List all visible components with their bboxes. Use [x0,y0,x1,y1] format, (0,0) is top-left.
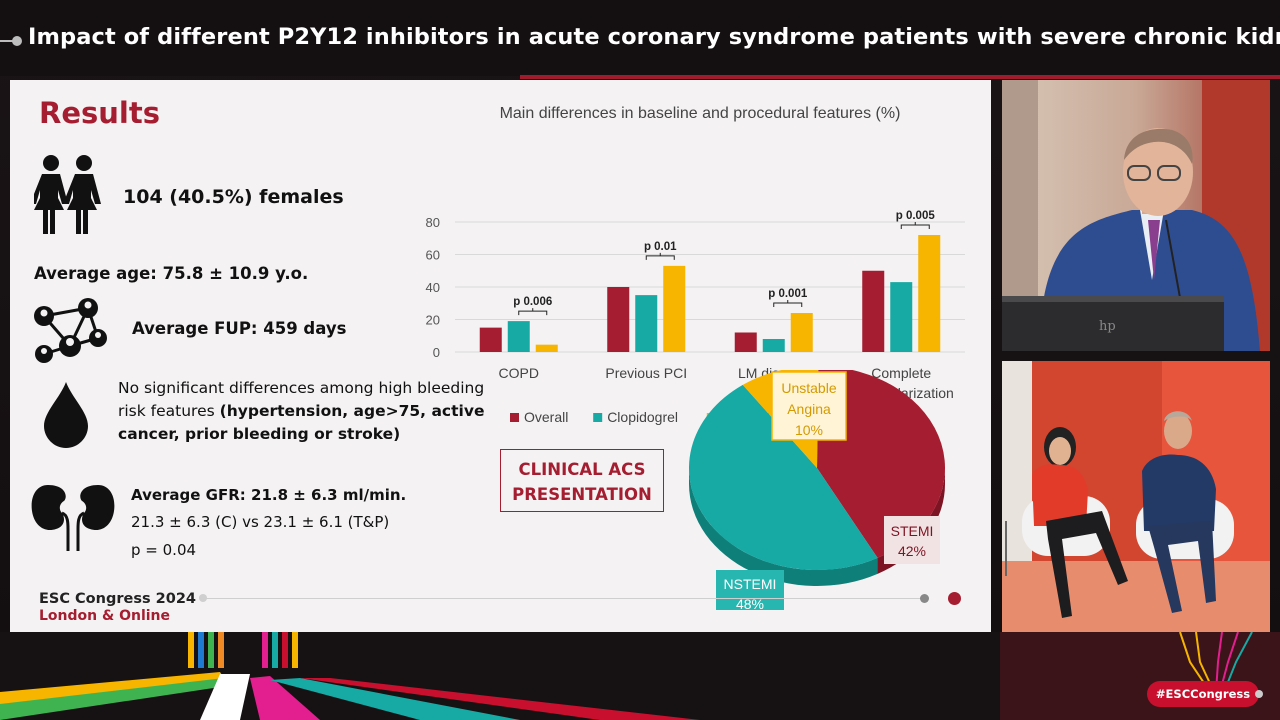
p-value-label: p 0.006 [513,296,552,308]
p-value-bracket [773,300,803,307]
bar [607,287,630,352]
p-value-label: p 0.005 [896,210,936,222]
x-tick-label: COPD [499,365,539,381]
gfr-comparison: 21.3 ± 6.3 (C) vs 23.1 ± 6.1 (T&P) [131,513,390,531]
bar [635,295,658,352]
bar [507,321,530,352]
legend-label: Clopidogrel [607,409,678,425]
title-bar-line [0,40,18,42]
acs-label-line1: CLINICAL ACS [518,460,646,479]
bar [890,282,913,352]
bar [918,235,941,352]
legend-swatch [510,413,519,422]
x-tick-label: Complete [871,365,931,381]
y-tick-label: 60 [426,248,440,263]
bottom-decoration [0,632,1280,720]
p-value-label: p 0.001 [768,288,808,300]
congress-name: ESC Congress 2024 [39,591,196,607]
nstemi-value: 48% [736,596,764,610]
footer-dot-grey [920,594,929,603]
bleeding-text-line3: cancer, prior bleeding or stroke) [118,425,401,443]
nstemi-label: NSTEMI [724,576,777,592]
bar [663,265,686,352]
hashtag-dot [1255,690,1263,698]
legend-label: Overall [524,409,568,425]
bar [762,339,785,352]
title-bar: Impact of different P2Y12 inhibitors in … [0,0,1280,76]
pie-slice-side [689,468,878,586]
session-title: Impact of different P2Y12 inhibitors in … [28,24,1280,50]
congress-location: London & Online [39,608,170,624]
bleeding-text-line1: No significant differences among high bl… [118,379,485,397]
footer-dot-start [199,594,207,602]
nstemi-label-box [716,570,784,610]
y-tick-label: 40 [426,280,440,295]
hashtag-badge: #ESCCongress [1147,681,1259,707]
footer-dot-red [948,592,961,605]
acs-presentation-box: CLINICAL ACS PRESENTATION [500,449,664,512]
hashtag-text: #ESCCongress [1155,687,1251,701]
average-age-stat: Average age: 75.8 ± 10.9 y.o. [34,264,309,283]
title-bar-dot [12,36,22,46]
x-tick-label: Previous PCI [605,365,687,381]
blood-drop-icon [44,382,88,448]
pie-slice [688,384,878,570]
p-value-bracket [645,252,675,260]
footer-divider [202,598,922,599]
average-fup-stat: Average FUP: 459 days [132,319,347,338]
panel-video [1002,361,1270,632]
p-value-bracket [518,308,548,316]
p-value-bracket [900,222,930,229]
bar [535,344,558,352]
people-network-icon [34,298,107,363]
bar [790,313,813,352]
bar [734,332,757,352]
gfr-pvalue: p = 0.04 [131,541,197,559]
accent-line [520,75,1280,79]
speaker-image: hp [1002,80,1270,351]
panel-image [1002,361,1270,632]
bar [479,327,502,352]
bleeding-text-plain: risk features [118,402,220,420]
chart-title: Main differences in baseline and procedu… [500,105,901,122]
unstable-angina-label-box [771,371,847,441]
two-women-icon [34,155,101,234]
y-tick-label: 80 [426,215,440,230]
kidneys-icon [31,485,115,551]
unstable-angina-label: Angina [787,401,831,417]
y-tick-label: 0 [433,345,440,360]
gfr-stat: Average GFR: 21.8 ± 6.3 ml/min. [131,486,407,504]
podium-logo: hp [1099,319,1116,334]
stemi-value: 42% [898,543,926,559]
acs-label-line2: PRESENTATION [512,485,652,504]
pie-slice [817,370,945,558]
unstable-angina-value: 10% [795,422,823,438]
y-tick-label: 20 [426,313,440,328]
legend-swatch [593,413,603,422]
light-rays-graphic [0,632,1280,720]
females-stat: 104 (40.5%) females [123,186,344,208]
bar [862,270,885,352]
p-value-label: p 0.01 [644,241,677,253]
unstable-angina-label: Unstable [781,380,836,396]
slide-heading: Results [39,96,160,130]
stemi-label-box [884,516,940,564]
bleeding-text-bold: (hypertension, age>75, active [219,402,485,420]
bleeding-text-line2: risk features (hypertension, age>75, act… [118,402,484,420]
stemi-label: STEMI [891,523,934,539]
speaker-video: hp [1002,80,1270,351]
pie-chart: STEMI 42% NSTEMI 48% Unstable Angina 10% [688,370,945,610]
presentation-slide: Results 104 (40.5%) females Average age:… [10,80,991,632]
